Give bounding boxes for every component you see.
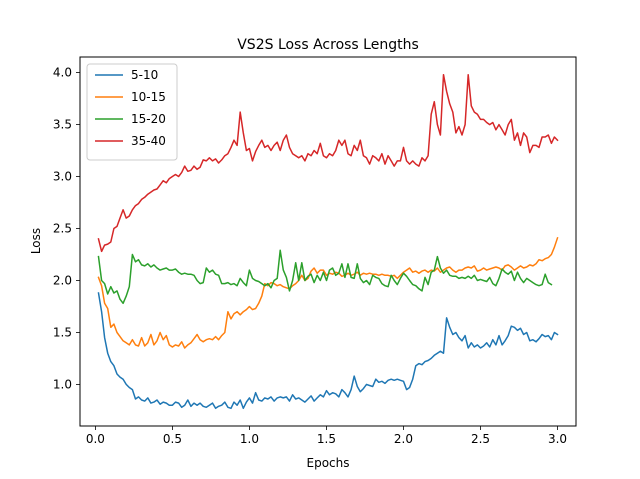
chart-title: VS2S Loss Across Lengths xyxy=(237,37,419,53)
series-line-35-40 xyxy=(97,73,559,253)
x-tick-label: 2.5 xyxy=(471,432,490,446)
legend-label: 10-15 xyxy=(131,90,166,104)
x-tick-label: 0.5 xyxy=(163,432,182,446)
y-tick-label: 3.5 xyxy=(53,118,72,132)
x-tick-label: 3.0 xyxy=(548,432,567,446)
plot-frame xyxy=(79,56,577,427)
y-tick-label: 2.5 xyxy=(53,222,72,236)
y-tick-label: 2.0 xyxy=(53,273,72,287)
legend: 5-10 10-15 15-20 35-40 xyxy=(86,63,178,161)
series-line-15-20 xyxy=(97,249,553,305)
plot-area xyxy=(97,73,559,410)
y-tick-label: 4.0 xyxy=(53,66,72,80)
legend-label: 35-40 xyxy=(131,134,166,148)
y-tick-label: 1.5 xyxy=(53,325,72,339)
x-axis-label: Epochs xyxy=(307,456,350,470)
legend-label: 15-20 xyxy=(131,112,166,126)
y-axis-label: Loss xyxy=(29,228,43,254)
x-tick-label: 1.5 xyxy=(317,432,336,446)
x-tick-label: 0.0 xyxy=(86,432,105,446)
x-tick-label: 2.0 xyxy=(394,432,413,446)
x-axis: 0.0 0.5 1.0 1.5 2.0 2.5 3.0 xyxy=(86,426,567,446)
x-tick-label: 1.0 xyxy=(240,432,259,446)
legend-box xyxy=(86,63,178,161)
y-tick-label: 3.0 xyxy=(53,170,72,184)
y-tick-label: 1.0 xyxy=(53,377,72,391)
y-axis: 1.0 1.5 2.0 2.5 3.0 3.5 4.0 xyxy=(53,66,80,391)
series-line-5-10 xyxy=(97,292,559,410)
legend-label: 5-10 xyxy=(131,68,158,82)
